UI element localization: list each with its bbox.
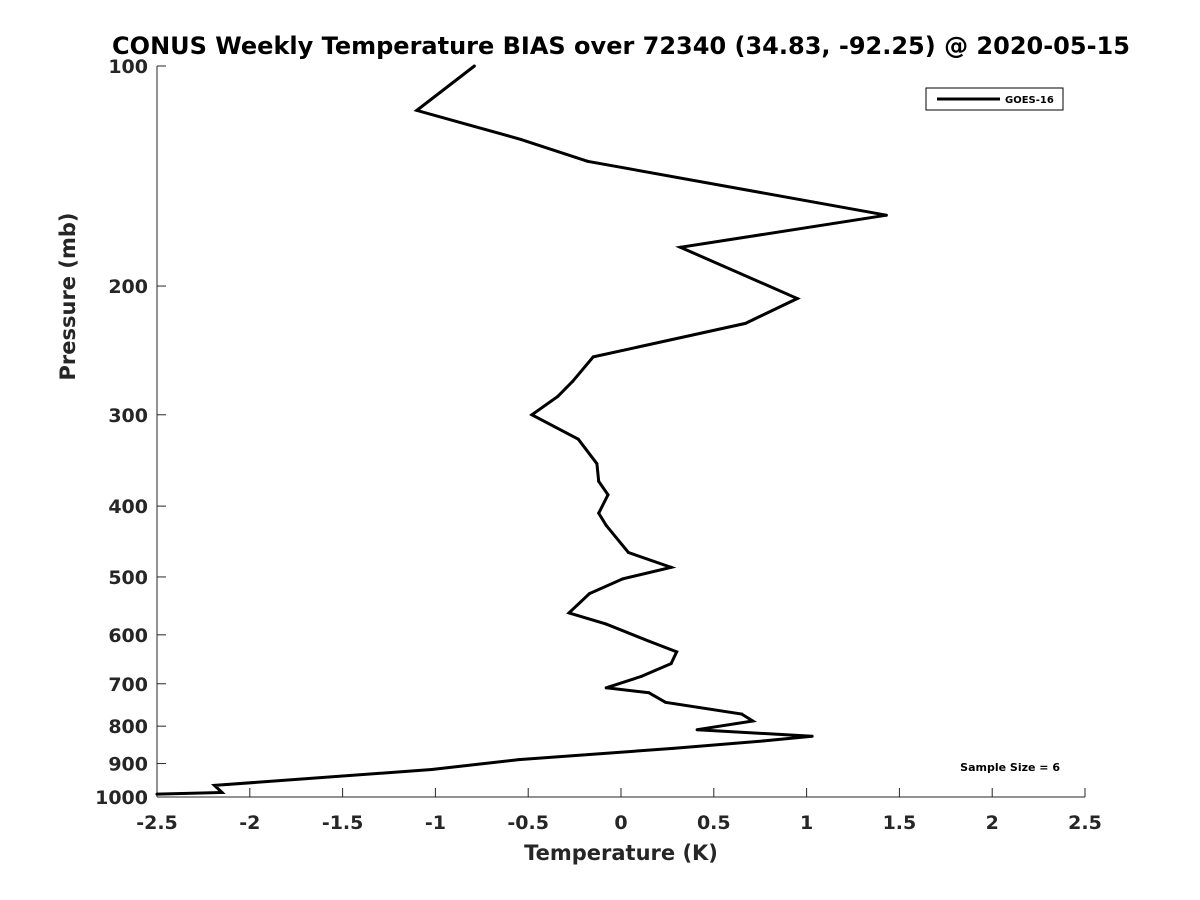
x-tick-label: 2 <box>986 812 999 834</box>
legend: GOES-16 <box>925 87 1064 111</box>
data-point <box>595 462 599 466</box>
data-point <box>606 493 610 497</box>
x-axis: -2.5 -2 -1.5 -1 -0.5 0 0.5 1 1.5 2 2.5 <box>136 788 1102 834</box>
data-point <box>415 108 419 112</box>
data-point <box>517 758 521 762</box>
data-point <box>213 783 217 787</box>
data-point <box>810 734 814 738</box>
data-point <box>597 511 601 515</box>
data-point <box>604 523 608 527</box>
data-point <box>220 791 224 795</box>
series-line-goes-16 <box>156 64 887 796</box>
data-point <box>621 577 625 581</box>
data-point <box>675 650 679 654</box>
data-point <box>604 686 608 690</box>
y-tick-label: 500 <box>108 567 148 589</box>
y-tick-label: 100 <box>108 56 148 78</box>
x-tick-label: 1 <box>800 812 813 834</box>
data-point <box>743 321 747 325</box>
data-point <box>626 551 630 555</box>
data-point <box>604 622 608 626</box>
chart-title: CONUS Weekly Temperature BIAS over 72340… <box>112 32 1130 60</box>
data-point <box>751 719 755 723</box>
data-point <box>795 297 799 301</box>
data-point <box>472 64 476 68</box>
data-points <box>155 64 888 796</box>
data-point <box>647 639 651 643</box>
data-point <box>639 674 643 678</box>
x-tick-label: -2 <box>239 812 260 834</box>
x-tick-label: -2.5 <box>136 812 178 834</box>
data-point <box>740 712 744 716</box>
y-tick-label: 400 <box>108 496 148 518</box>
data-point <box>669 662 673 666</box>
x-tick-label: 0 <box>614 812 627 834</box>
data-point <box>530 413 534 417</box>
data-point <box>587 592 591 596</box>
y-tick-label: 800 <box>108 716 148 738</box>
data-point <box>695 728 699 732</box>
y-axis: 100 200 300 400 500 600 700 800 900 1000 <box>95 56 166 809</box>
plot-area <box>157 66 1085 797</box>
data-point <box>519 137 523 141</box>
x-tick-label: 0.5 <box>697 812 731 834</box>
data-point <box>671 746 675 750</box>
data-point <box>586 159 590 163</box>
data-point <box>762 739 766 743</box>
y-tick-label: 700 <box>108 674 148 696</box>
data-point <box>664 700 668 704</box>
data-point <box>669 565 673 569</box>
x-tick-label: -1 <box>425 812 446 834</box>
sample-size-annotation: Sample Size = 6 <box>960 761 1060 774</box>
data-point <box>647 691 651 695</box>
data-point <box>884 213 888 217</box>
x-tick-label: -0.5 <box>507 812 549 834</box>
data-point <box>591 355 595 359</box>
y-tick-label: 900 <box>108 754 148 776</box>
data-point <box>567 611 571 615</box>
data-point <box>597 479 601 483</box>
y-tick-label: 1000 <box>95 787 148 809</box>
data-point <box>571 379 575 383</box>
x-tick-label: 1.5 <box>883 812 917 834</box>
data-point <box>556 394 560 398</box>
data-point <box>576 437 580 441</box>
data-point <box>155 792 159 796</box>
data-point <box>430 767 434 771</box>
data-point <box>678 245 682 249</box>
y-tick-label: 600 <box>108 625 148 647</box>
y-axis-label: Pressure (mb) <box>56 213 80 381</box>
legend-label: GOES-16 <box>1005 95 1054 106</box>
y-tick-label: 200 <box>108 276 148 298</box>
x-tick-label: -1.5 <box>322 812 364 834</box>
y-tick-label: 300 <box>108 405 148 427</box>
x-axis-label: Temperature (K) <box>524 841 718 865</box>
x-tick-label: 2.5 <box>1068 812 1102 834</box>
